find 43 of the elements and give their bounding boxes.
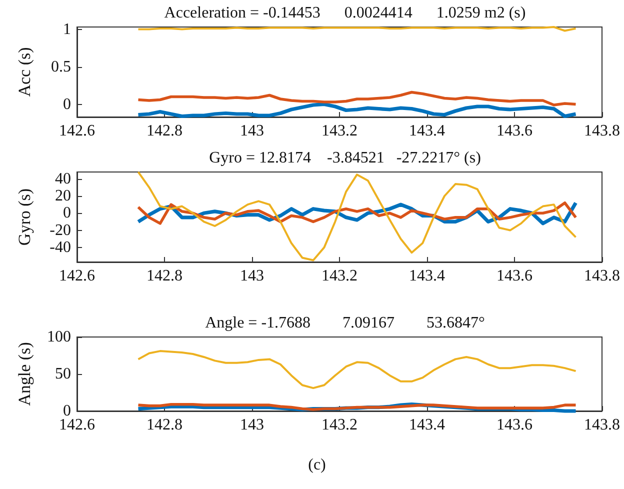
x-tick-label: 143.6: [496, 268, 532, 284]
x-tick-label: 143.6: [496, 122, 532, 140]
y-tick-label: 0: [63, 402, 71, 420]
x-tick-label: 143.8: [584, 268, 620, 284]
x-tick-label: 142.6: [59, 416, 95, 434]
x-tick-label: 143.2: [322, 268, 358, 284]
y-axis-title: Acc (s): [15, 47, 34, 97]
chart-title: Gyro = 12.8174 -3.84521 -27.2217° (s): [209, 150, 481, 166]
y-tick-label: 40: [55, 170, 71, 188]
line-series: [136, 90, 578, 106]
y-tick-label: 100: [47, 328, 71, 346]
y-tick-label: 20: [55, 188, 71, 204]
x-tick-label: 143.2: [322, 416, 358, 434]
x-tick-label: 143: [240, 416, 264, 434]
x-tick-label: 143.4: [409, 122, 445, 140]
chart-title: Acceleration = -0.14453 0.0024414 1.0259 m2 (s): [164, 4, 526, 22]
y-axis-title: Gyro (s): [15, 188, 34, 246]
line-series: [137, 171, 577, 262]
y-tick-label: -20: [50, 222, 71, 239]
y-tick-label: -40: [50, 238, 71, 256]
x-tick-label: 143.4: [409, 268, 445, 284]
line-series: [137, 350, 577, 390]
x-tick-label: 142.8: [146, 268, 182, 284]
x-tick-label: 143.2: [322, 122, 358, 140]
x-tick-label: 143.8: [584, 416, 620, 434]
y-tick-label: 50: [55, 366, 71, 382]
y-tick-label: 0: [63, 204, 71, 222]
x-tick-label: 142.6: [59, 268, 95, 284]
y-tick-label: 0.5: [51, 58, 71, 76]
x-tick-label: 143.8: [584, 122, 620, 140]
chart-title: Angle = -1.7688 7.09167 53.6847°: [205, 314, 485, 332]
line-series: [136, 102, 578, 118]
x-tick-label: 143: [240, 122, 264, 140]
text: (c): [308, 456, 326, 474]
x-tick-label: 143.6: [496, 416, 532, 434]
x-tick-label: 143.4: [409, 416, 445, 434]
y-tick-label: 1: [63, 20, 71, 38]
x-tick-label: 143: [240, 268, 264, 284]
x-tick-label: 142.6: [59, 122, 95, 140]
x-tick-label: 142.8: [146, 122, 182, 140]
y-axis-title: Angle (s): [15, 342, 34, 406]
y-tick-label: 0: [63, 96, 71, 113]
x-tick-label: 142.8: [146, 416, 182, 434]
